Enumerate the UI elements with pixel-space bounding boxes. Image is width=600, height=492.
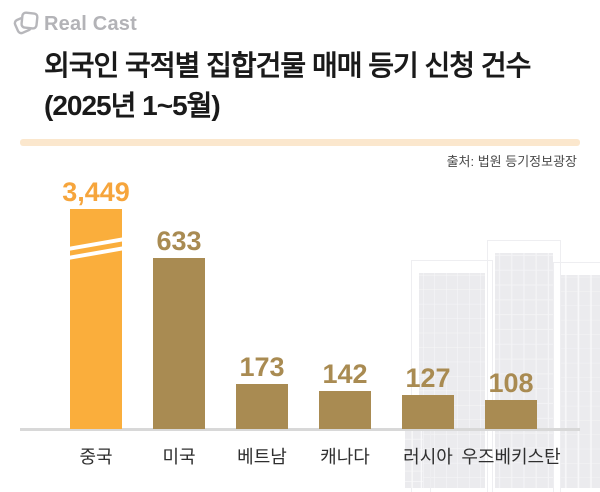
building-tower <box>487 240 561 492</box>
bar-group-uzbekistan: 108 <box>485 370 537 429</box>
x-axis-baseline <box>20 428 580 431</box>
realcast-frames-icon <box>13 11 39 35</box>
category-label-russia: 러시아 <box>403 447 453 467</box>
bar-group-china: 3,449 <box>62 179 130 429</box>
bar-rect <box>236 384 288 429</box>
bar-group-usa: 633 <box>153 228 205 429</box>
building-tower <box>553 262 600 492</box>
bar-rect <box>153 258 205 429</box>
bar-value-label: 173 <box>239 352 285 382</box>
page-title: 외국인 국적별 집합건물 매매 등기 신청 건수 <box>44 50 531 81</box>
bar-value-label: 3,449 <box>62 177 130 207</box>
bar-rect <box>319 391 371 429</box>
realcast-logo: Real Cast <box>12 8 137 40</box>
category-label-usa: 미국 <box>162 447 196 467</box>
bar-group-vietnam: 173 <box>236 354 288 429</box>
bar-value-label: 633 <box>156 226 202 256</box>
bar-group-russia: 127 <box>402 365 454 429</box>
bar-value-label: 127 <box>405 363 451 393</box>
page-subtitle: (2025년 1~5월) <box>44 90 221 121</box>
bar-group-canada: 142 <box>319 361 371 429</box>
bar-rect <box>402 395 454 429</box>
category-label-canada: 캐나다 <box>320 447 370 467</box>
logo-text: Real Cast <box>44 12 137 35</box>
category-label-uzbekistan: 우즈베키스탄 <box>461 447 561 467</box>
source-credit: 출처: 법원 등기정보광장 <box>446 154 577 169</box>
bar-rect <box>70 209 122 429</box>
bar-value-label: 108 <box>488 368 534 398</box>
category-label-vietnam: 베트남 <box>237 447 287 467</box>
bar-value-label: 142 <box>322 359 368 389</box>
category-label-china: 중국 <box>79 447 113 467</box>
accent-divider <box>20 139 580 146</box>
bar-rect <box>485 400 537 429</box>
